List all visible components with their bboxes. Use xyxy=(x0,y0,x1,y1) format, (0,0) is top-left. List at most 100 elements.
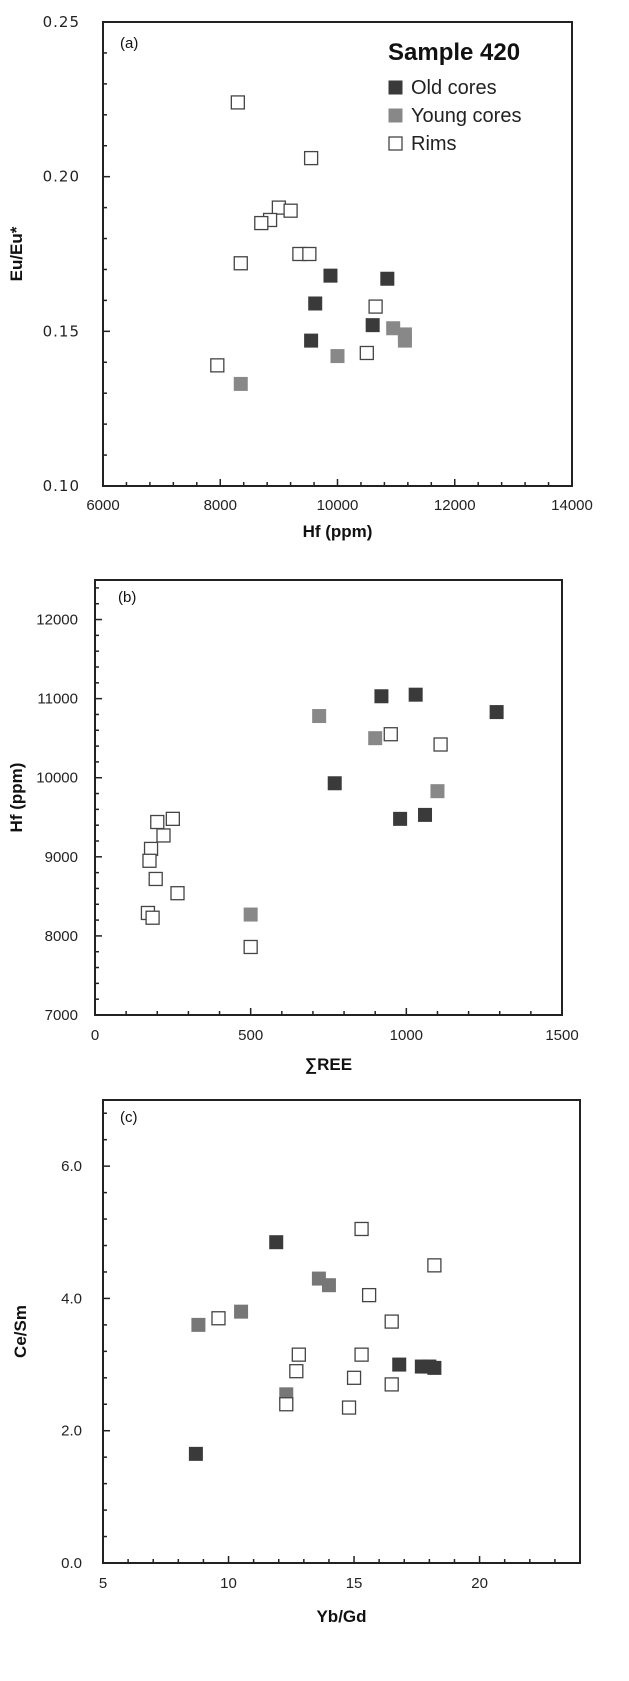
y-tick-label: 0.10 xyxy=(43,477,80,495)
y-axis-title: Ce/Sm xyxy=(11,1305,30,1358)
y-tick-label: 11000 xyxy=(37,691,78,708)
x-axis-title: Yb/Gd xyxy=(316,1607,366,1626)
data-point-rims xyxy=(368,299,383,314)
data-point-old-cores xyxy=(304,333,319,348)
data-point-old-cores xyxy=(380,271,395,286)
data-point-rims xyxy=(289,1364,304,1379)
data-point-rims xyxy=(243,939,258,955)
panel-label: (c) xyxy=(120,1109,138,1126)
y-tick-label: 0.20 xyxy=(43,168,80,186)
y-tick-label: 0.0 xyxy=(61,1555,82,1572)
y-tick-label: 7000 xyxy=(45,1007,78,1024)
data-point-young-cores xyxy=(321,1278,336,1293)
plot-frame xyxy=(102,21,573,487)
data-point-young-cores xyxy=(312,709,327,724)
x-tick-label: 1500 xyxy=(545,1027,578,1044)
data-point-old-cores xyxy=(418,807,433,822)
data-point-rims xyxy=(150,814,165,830)
data-point-rims xyxy=(230,95,245,110)
legend-marker xyxy=(388,136,403,151)
data-point-young-cores xyxy=(234,1304,249,1319)
data-point-old-cores xyxy=(393,811,408,826)
data-point-old-cores xyxy=(308,296,323,311)
data-point-rims xyxy=(279,1397,294,1412)
y-axis-title: Hf (ppm) xyxy=(7,763,26,833)
data-point-rims xyxy=(156,828,171,843)
x-tick-label: 6000 xyxy=(86,497,119,514)
y-tick-label: 0.15 xyxy=(43,322,80,340)
data-point-rims xyxy=(361,1287,377,1303)
data-point-old-cores xyxy=(188,1446,203,1461)
data-point-rims xyxy=(233,256,248,271)
x-tick-label: 1000 xyxy=(390,1027,423,1044)
y-tick-label: 9000 xyxy=(45,849,78,866)
data-point-rims xyxy=(359,345,374,361)
data-point-rims xyxy=(427,1258,442,1273)
data-point-old-cores xyxy=(408,687,423,702)
y-tick-label: 10000 xyxy=(36,770,78,787)
legend-title: Sample 420 xyxy=(388,39,520,66)
legend-marker xyxy=(388,80,403,95)
data-point-rims xyxy=(165,811,180,827)
data-point-rims xyxy=(211,1311,226,1326)
x-axis-title: Hf (ppm) xyxy=(303,522,373,541)
x-tick-label: 0 xyxy=(91,1027,99,1044)
data-point-rims xyxy=(143,841,159,857)
data-point-rims xyxy=(303,150,319,166)
data-point-rims xyxy=(283,203,298,218)
y-tick-label: 0.25 xyxy=(43,13,80,31)
plot-frame xyxy=(102,1099,581,1564)
data-point-rims xyxy=(384,1314,399,1329)
x-tick-label: 10 xyxy=(220,1575,237,1592)
data-point-rims xyxy=(210,358,225,373)
x-tick-label: 14000 xyxy=(551,497,593,514)
data-point-rims xyxy=(341,1400,357,1415)
y-tick-label: 2.0 xyxy=(61,1423,82,1440)
panel-label: (b) xyxy=(118,589,136,606)
data-point-rims xyxy=(433,737,448,752)
data-point-old-cores xyxy=(489,705,504,720)
x-tick-label: 8000 xyxy=(204,497,237,514)
data-point-rims xyxy=(148,871,163,887)
legend-label: Old cores xyxy=(411,77,497,99)
data-point-rims xyxy=(383,727,398,742)
data-point-young-cores xyxy=(386,321,401,336)
y-tick-label: 4.0 xyxy=(61,1290,82,1307)
data-point-rims xyxy=(271,200,287,215)
data-point-rims xyxy=(291,1347,306,1362)
data-point-old-cores xyxy=(392,1357,407,1372)
y-tick-label: 8000 xyxy=(45,928,78,945)
data-point-old-cores xyxy=(323,268,338,283)
data-point-old-cores xyxy=(427,1360,442,1375)
legend-label: Young cores xyxy=(411,105,521,127)
data-point-old-cores xyxy=(327,776,342,791)
x-tick-label: 10000 xyxy=(317,497,359,514)
panel-a: 6000 8000 10000 12000 14000 0.10 0.15 0.20 0.25 H… xyxy=(7,13,593,541)
data-point-young-cores xyxy=(397,333,412,348)
data-point-rims xyxy=(354,1221,369,1237)
data-point-young-cores xyxy=(243,907,258,922)
data-point-rims xyxy=(384,1377,399,1392)
x-tick-label: 5 xyxy=(99,1575,107,1592)
data-point-young-cores xyxy=(430,784,445,799)
data-point-rims xyxy=(302,246,317,262)
legend-label: Rims xyxy=(411,133,457,155)
x-tick-label: 15 xyxy=(346,1575,363,1592)
x-tick-label: 500 xyxy=(238,1027,263,1044)
panel-label: (a) xyxy=(120,35,138,52)
y-tick-label: 12000 xyxy=(36,612,78,629)
plot-frame xyxy=(94,579,563,1016)
data-point-old-cores xyxy=(365,318,380,333)
panel-c: 5 10 15 20 0.0 2.0 4.0 6.0 Yb/Gd Ce/Sm (c) xyxy=(11,1099,581,1626)
legend-marker xyxy=(388,108,403,123)
panel-b: 0 500 1000 1500 7000 8000 9000 10000 11000 12000 ∑… xyxy=(7,579,579,1074)
data-point-rims xyxy=(170,886,185,901)
data-point-rims xyxy=(254,215,269,231)
x-tick-label: 12000 xyxy=(434,497,476,514)
data-point-old-cores xyxy=(374,689,389,704)
y-tick-label: 6.0 xyxy=(61,1158,82,1175)
y-axis-title: Eu/Eu* xyxy=(7,226,26,281)
data-point-young-cores xyxy=(233,376,248,391)
data-point-young-cores xyxy=(368,731,383,746)
